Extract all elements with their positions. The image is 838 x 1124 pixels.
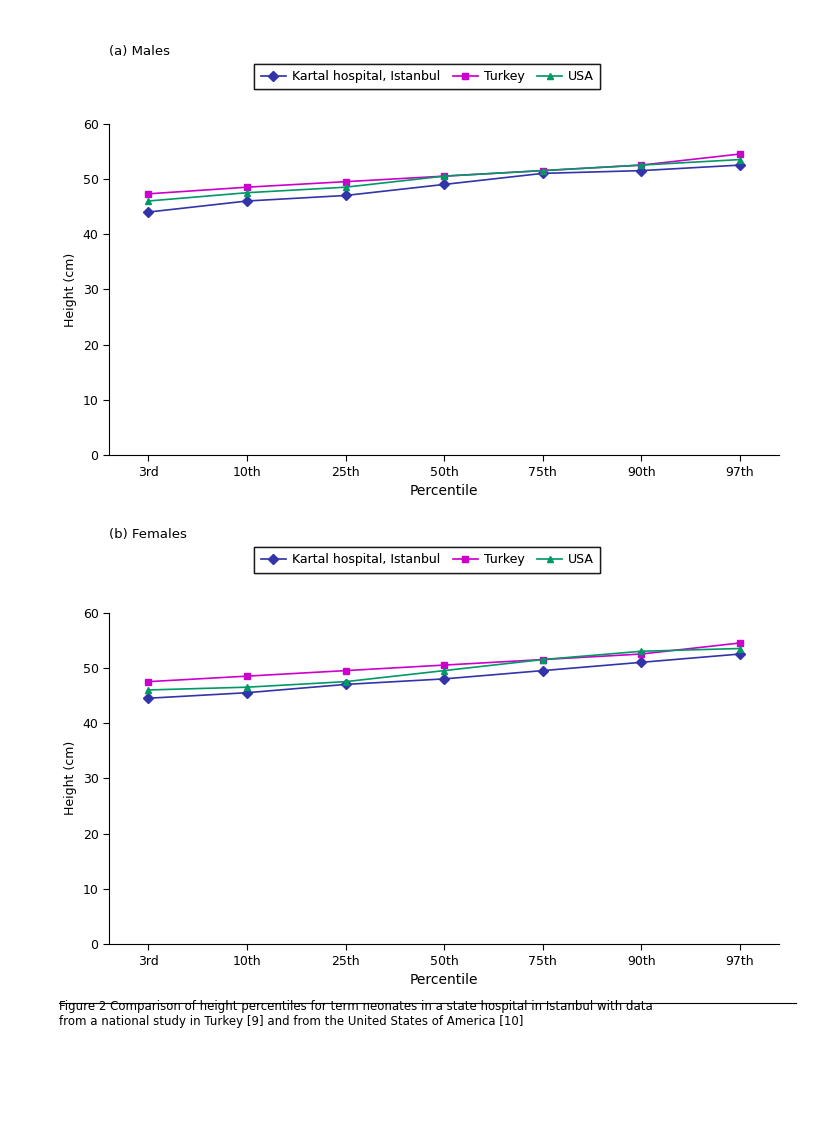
Y-axis label: Height (cm): Height (cm) <box>64 741 77 816</box>
Text: Figure 2 Comparison of height percentiles for term neonates in a state hospital : Figure 2 Comparison of height percentile… <box>59 1000 653 1028</box>
Legend: Kartal hospital, Istanbul, Turkey, USA: Kartal hospital, Istanbul, Turkey, USA <box>254 64 601 89</box>
X-axis label: Percentile: Percentile <box>410 973 478 987</box>
Y-axis label: Height (cm): Height (cm) <box>64 252 77 327</box>
Text: (b) Females: (b) Females <box>109 528 187 542</box>
Text: (a) Males: (a) Males <box>109 45 170 58</box>
X-axis label: Percentile: Percentile <box>410 484 478 498</box>
Legend: Kartal hospital, Istanbul, Turkey, USA: Kartal hospital, Istanbul, Turkey, USA <box>254 547 601 572</box>
